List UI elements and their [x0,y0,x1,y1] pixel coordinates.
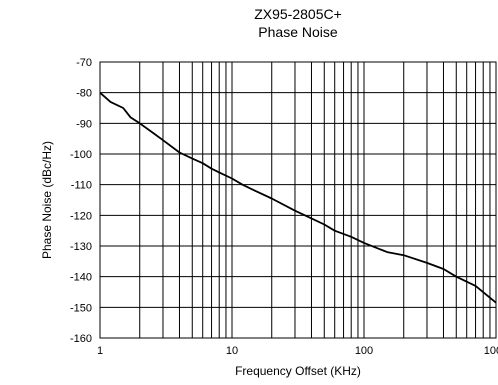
y-tick-label: -100 [70,149,92,161]
y-tick-label: -140 [70,272,92,284]
data-series [99,92,497,304]
phase-noise-line [99,92,497,304]
y-tick-label: -120 [70,210,92,222]
y-tick-label: -90 [76,118,92,130]
x-tick-label: 10 [226,345,238,357]
y-tick-labels: -70 -80 -90 -100 -110 -120 -130 -140 -150 -160 [70,57,92,345]
plot-area-frame [99,61,497,339]
y-tick-label: -110 [71,180,92,192]
y-tick-label: -70 [76,57,92,69]
x-tick-label: 1 [97,345,103,357]
chart-title: ZX95-2805C+ [254,6,342,22]
y-tick-label: -160 [70,333,92,345]
chart-subtitle: Phase Noise [258,24,338,40]
y-tick-label: -130 [70,241,92,253]
x-tick-label: 100 [355,345,373,357]
y-tick-label: -150 [70,302,92,314]
x-tick-labels: 1 10 100 1000 [97,345,498,357]
grid-lines [99,61,496,339]
x-axis-label: Frequency Offset (KHz) [235,364,361,378]
y-tick-label: -80 [76,88,92,100]
y-axis-label: Phase Noise (dBc/Hz) [40,141,54,259]
x-tick-label: 1000 [484,345,498,357]
